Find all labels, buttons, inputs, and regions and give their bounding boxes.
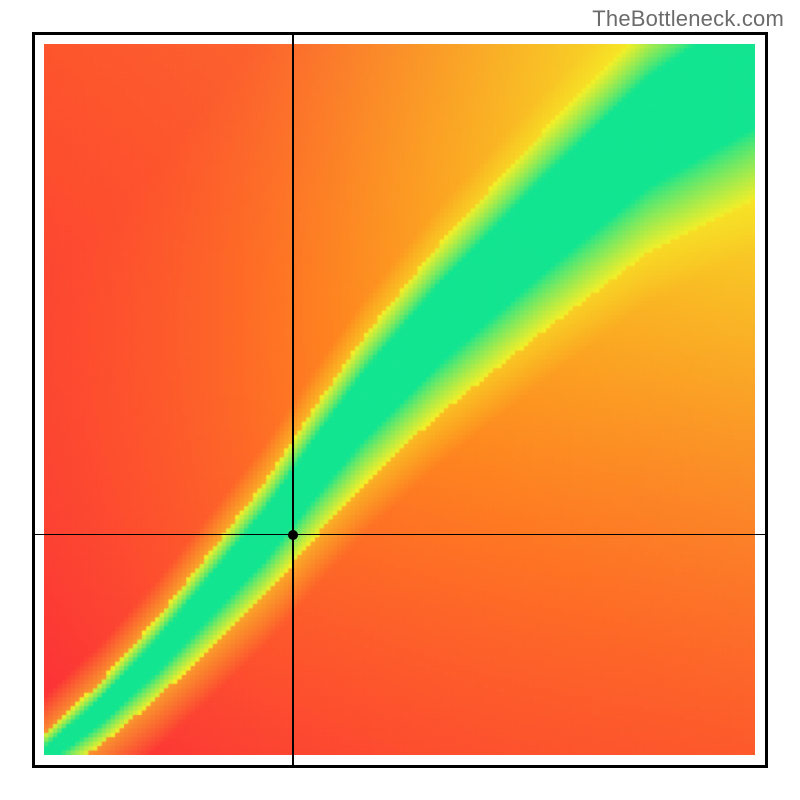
chart-frame [32,32,768,768]
crosshair-marker [288,530,298,540]
crosshair-vertical [292,32,294,768]
watermark-text: TheBottleneck.com [592,6,784,32]
crosshair-horizontal [32,534,768,536]
